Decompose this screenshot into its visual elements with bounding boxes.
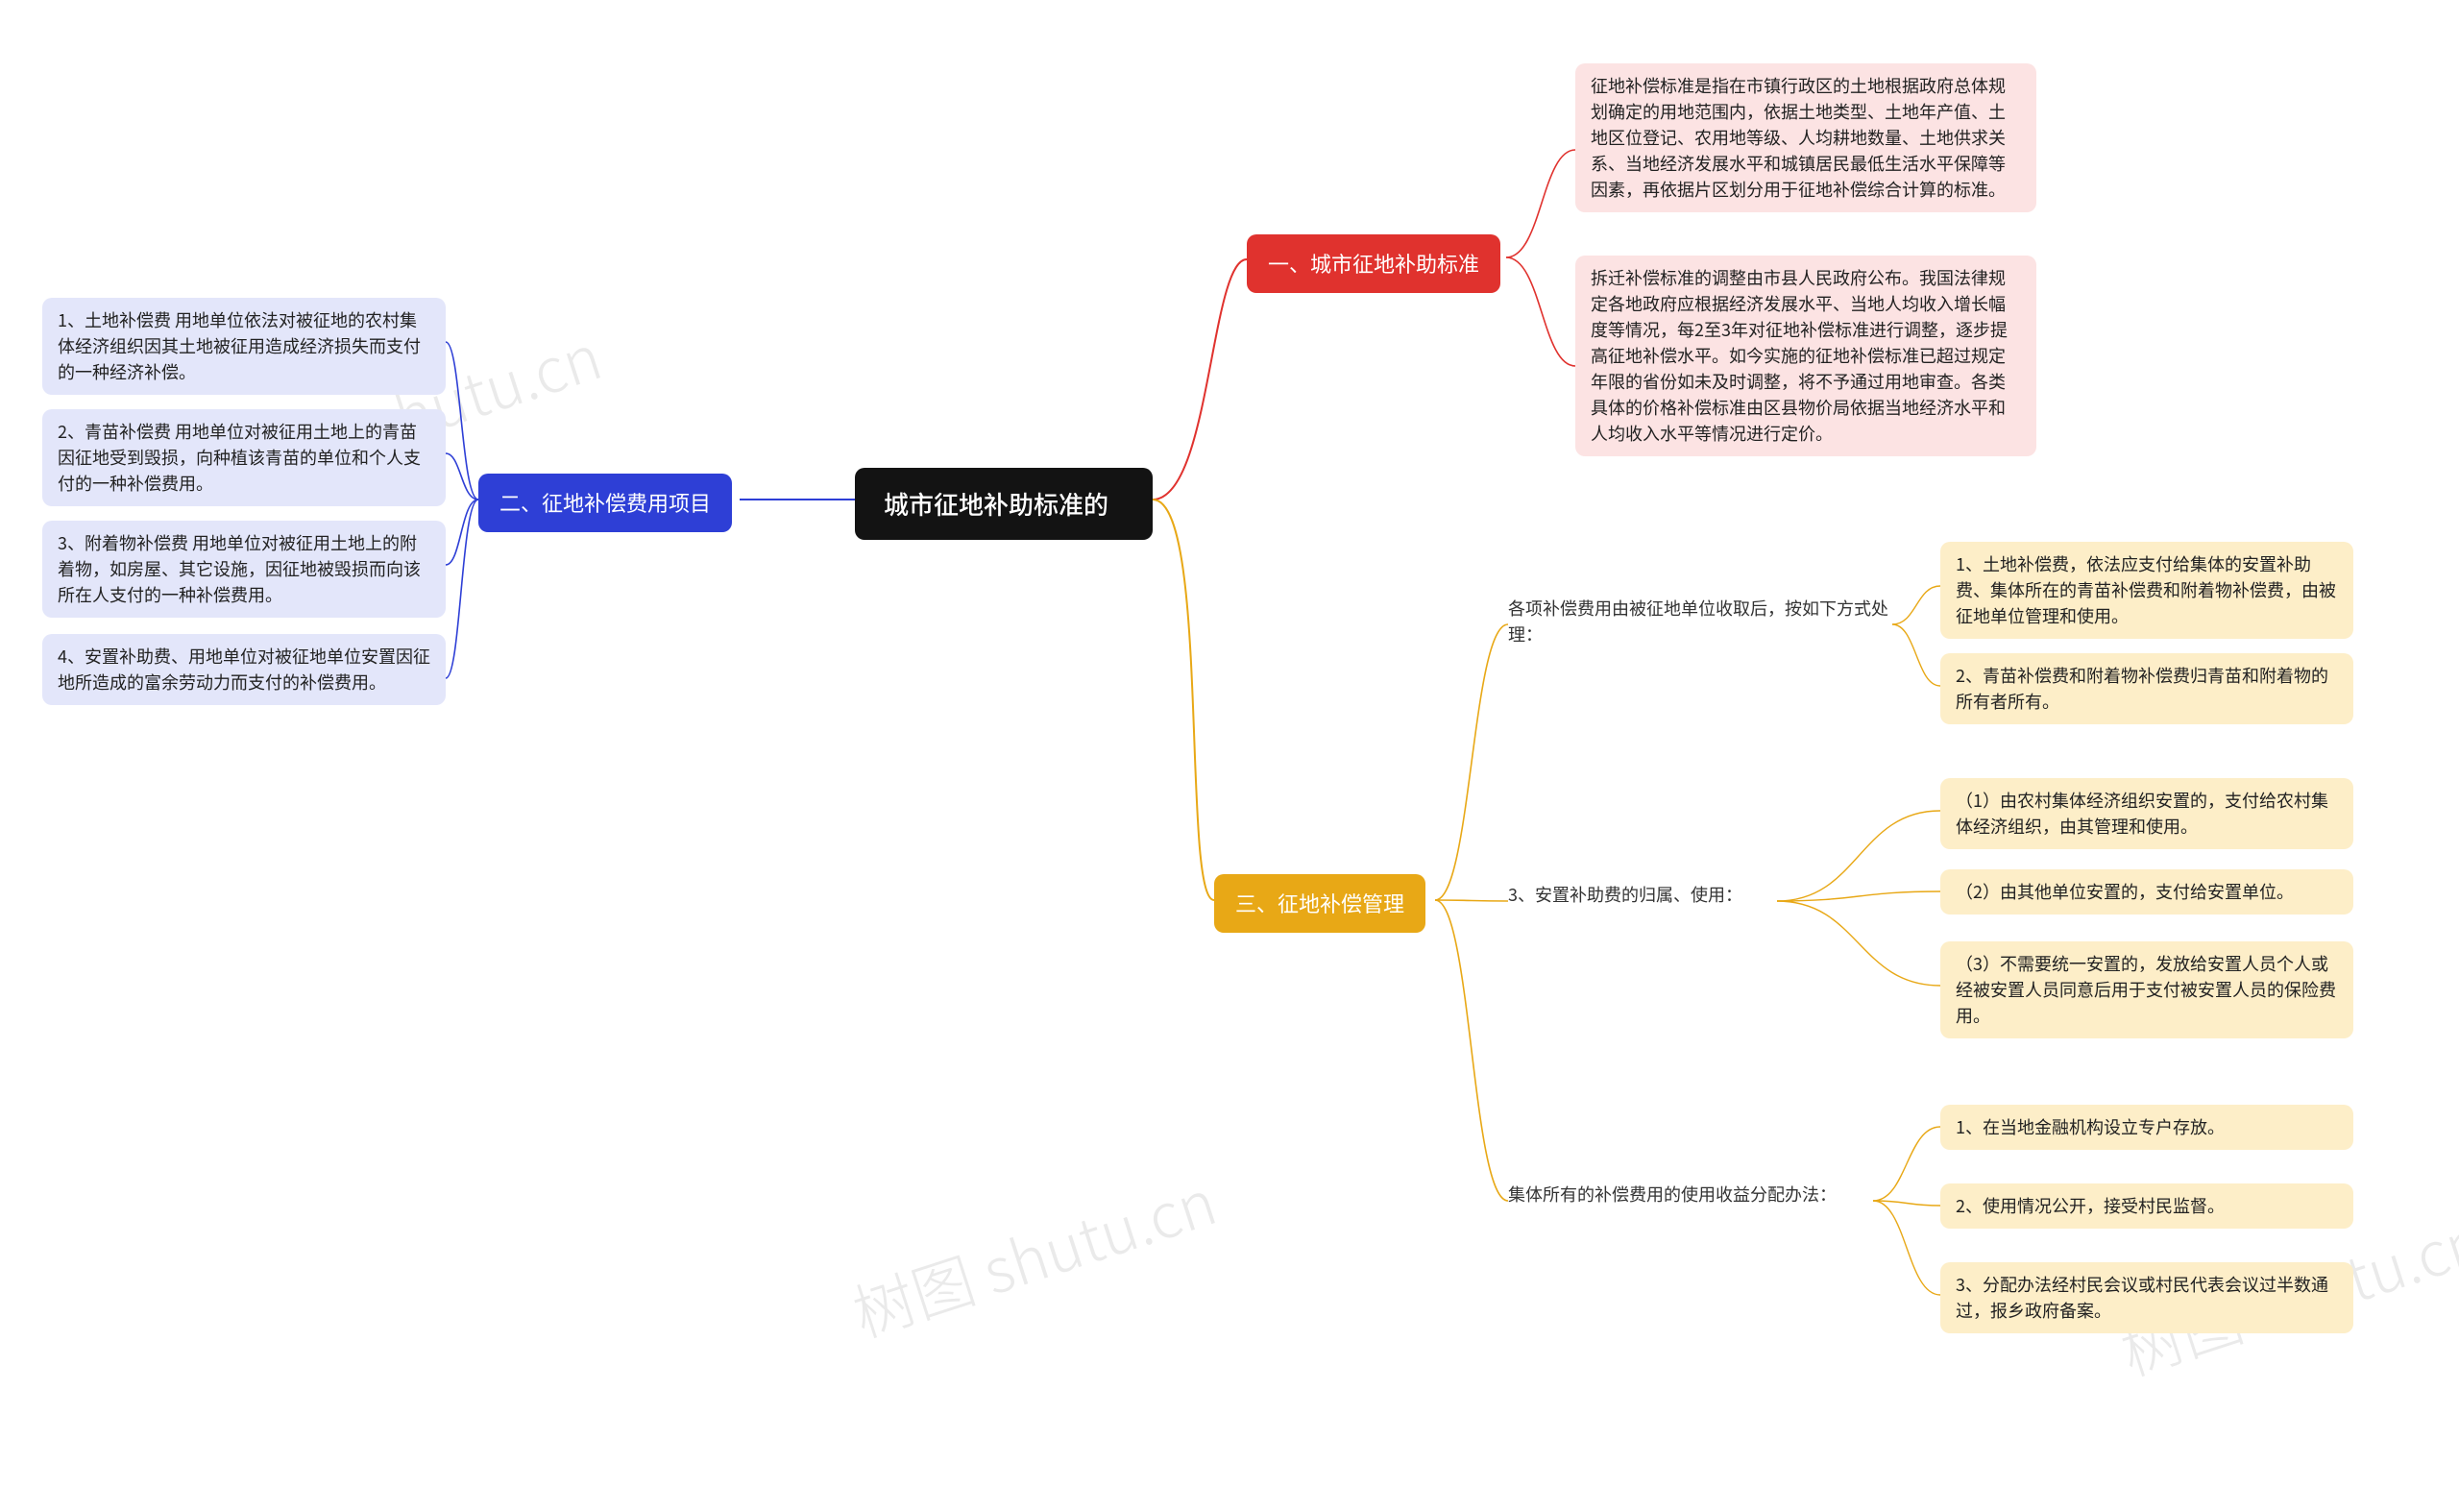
leaf-blue-2[interactable]: 2、青苗补偿费 用地单位对被征用土地上的青苗因征地受到毁损，向种植该青苗的单位和… [42,409,446,506]
leaf-yellow-3-1[interactable]: 1、在当地金融机构设立专户存放。 [1940,1105,2353,1150]
subgroup-label-3[interactable]: 集体所有的补偿费用的使用收益分配办法： [1508,1182,1873,1207]
leaf-red-1[interactable]: 征地补偿标准是指在市镇行政区的土地根据政府总体规划确定的用地范围内，依据土地类型… [1575,63,2036,212]
watermark: 树图 shutu.cn [840,1155,1226,1355]
leaf-blue-3[interactable]: 3、附着物补偿费 用地单位对被征用土地上的附着物，如房屋、其它设施，因征地被毁损… [42,521,446,618]
leaf-blue-4[interactable]: 4、安置补助费、用地单位对被征地单位安置因征地所造成的富余劳动力而支付的补偿费用… [42,634,446,705]
subgroup-label-1[interactable]: 各项补偿费用由被征地单位收取后，按如下方式处理： [1508,596,1892,647]
mindmap-root[interactable]: 城市征地补助标准的 [855,468,1153,540]
leaf-yellow-2-2[interactable]: （2）由其他单位安置的，支付给安置单位。 [1940,869,2353,915]
leaf-yellow-2-1[interactable]: （1）由农村集体经济组织安置的，支付给农村集体经济组织，由其管理和使用。 [1940,778,2353,849]
subgroup-label-2[interactable]: 3、安置补助费的归属、使用： [1508,882,1777,908]
leaf-yellow-3-2[interactable]: 2、使用情况公开，接受村民监督。 [1940,1183,2353,1229]
leaf-yellow-2-3[interactable]: （3）不需要统一安置的，发放给安置人员个人或经被安置人员同意后用于支付被安置人员… [1940,941,2353,1038]
leaf-red-2[interactable]: 拆迁补偿标准的调整由市县人民政府公布。我国法律规定各地政府应根据经济发展水平、当… [1575,256,2036,456]
leaf-blue-1[interactable]: 1、土地补偿费 用地单位依法对被征地的农村集体经济组织因其土地被征用造成经济损失… [42,298,446,395]
leaf-yellow-1-2[interactable]: 2、青苗补偿费和附着物补偿费归青苗和附着物的所有者所有。 [1940,653,2353,724]
branch-blue[interactable]: 二、征地补偿费用项目 [478,474,732,532]
leaf-yellow-3-3[interactable]: 3、分配办法经村民会议或村民代表会议过半数通过，报乡政府备案。 [1940,1262,2353,1333]
branch-red[interactable]: 一、城市征地补助标准 [1247,234,1500,293]
mindmap-canvas: { "canvas": { "width": 2560, "height": 1… [0,0,2459,1512]
branch-yellow[interactable]: 三、征地补偿管理 [1214,874,1425,933]
leaf-yellow-1-1[interactable]: 1、土地补偿费，依法应支付给集体的安置补助费、集体所在的青苗补偿费和附着物补偿费… [1940,542,2353,639]
